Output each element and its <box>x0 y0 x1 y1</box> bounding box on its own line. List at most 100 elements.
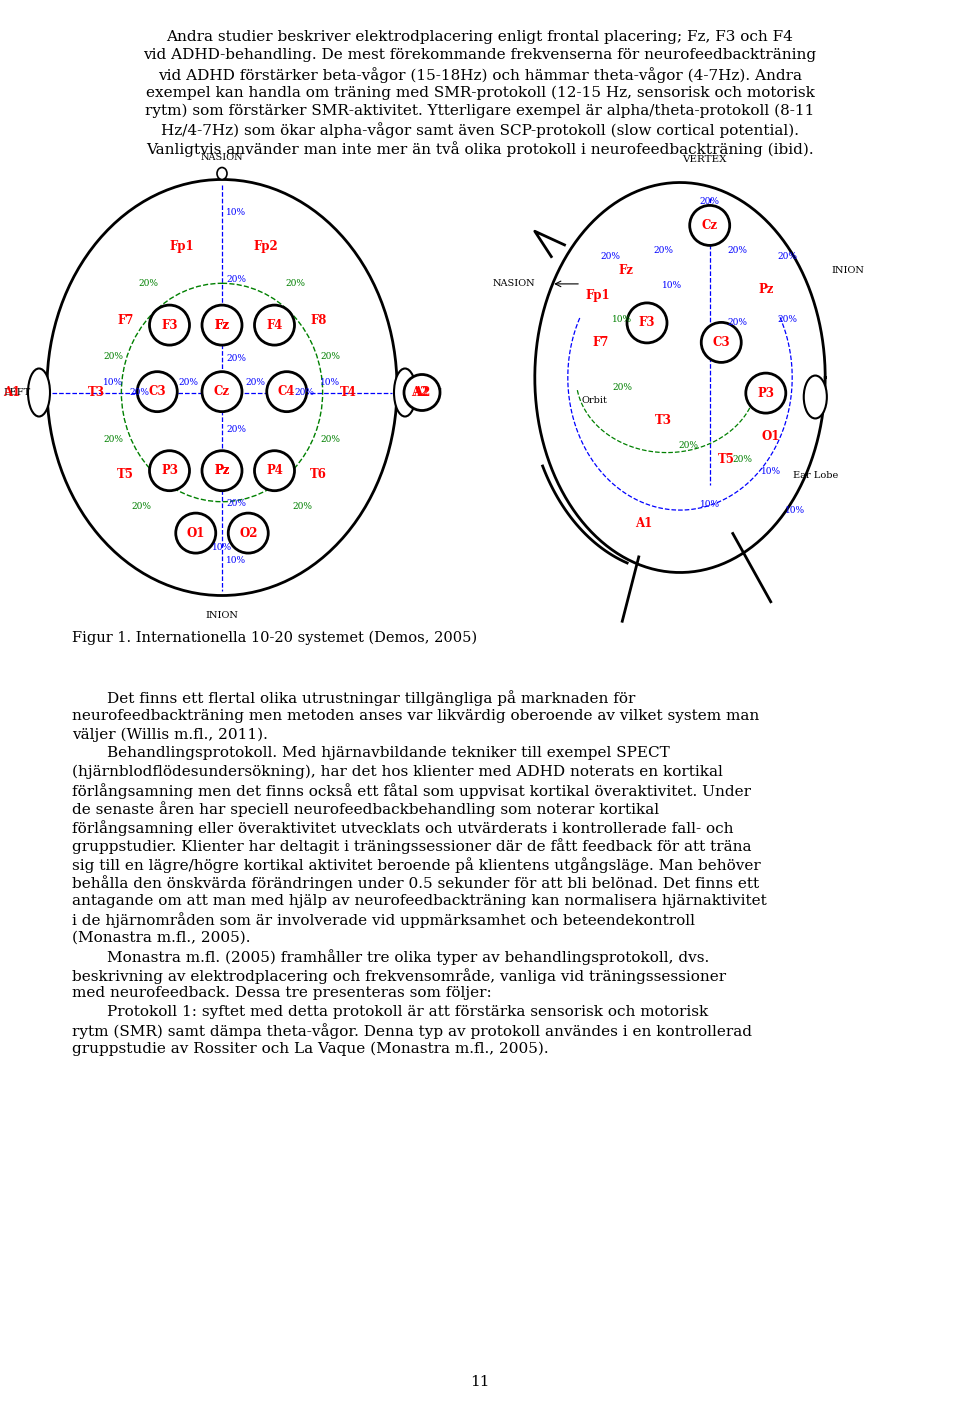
Text: 20%: 20% <box>179 378 199 387</box>
Text: 10%: 10% <box>661 282 682 290</box>
Text: T6: T6 <box>310 468 326 482</box>
Circle shape <box>137 371 178 412</box>
Text: O1: O1 <box>186 527 204 539</box>
Text: 20%: 20% <box>679 441 698 450</box>
Text: Vanligtvis använder man inte mer än två olika protokoll i neurofeedbackträning (: Vanligtvis använder man inte mer än två … <box>146 142 814 157</box>
Text: Cz: Cz <box>702 219 718 233</box>
Text: 20%: 20% <box>612 382 633 392</box>
Text: O1: O1 <box>761 430 780 443</box>
Text: O2: O2 <box>239 527 257 539</box>
Text: Pz: Pz <box>758 283 774 296</box>
Text: vid ADHD-behandling. De mest förekommande frekvenserna för neurofeedbackträning: vid ADHD-behandling. De mest förekommand… <box>143 49 817 63</box>
Text: 20%: 20% <box>130 388 150 396</box>
Text: Fz: Fz <box>215 318 229 332</box>
Circle shape <box>689 206 730 245</box>
Circle shape <box>254 451 295 490</box>
Text: 20%: 20% <box>245 378 265 387</box>
Text: 20%: 20% <box>132 502 152 510</box>
Text: med neurofeedback. Dessa tre presenteras som följer:: med neurofeedback. Dessa tre presenteras… <box>72 986 492 1000</box>
Text: Orbit: Orbit <box>581 396 607 405</box>
Circle shape <box>176 513 216 553</box>
Text: 20%: 20% <box>104 434 124 444</box>
Circle shape <box>254 305 295 345</box>
Text: 20%: 20% <box>226 354 246 363</box>
Text: Fp1: Fp1 <box>586 289 610 303</box>
Text: 20%: 20% <box>654 247 674 255</box>
Ellipse shape <box>394 368 416 416</box>
Text: 10%: 10% <box>700 500 720 509</box>
Text: 20%: 20% <box>293 502 313 510</box>
Circle shape <box>202 371 242 412</box>
Text: A2: A2 <box>414 387 431 399</box>
Text: förlångsamning men det finns också ett fåtal som uppvisat kortikal överaktivitet: förlångsamning men det finns också ett f… <box>72 783 751 799</box>
Text: T3: T3 <box>87 387 105 399</box>
Text: 10%: 10% <box>104 378 124 387</box>
Text: 20%: 20% <box>778 252 797 261</box>
Text: 20%: 20% <box>778 314 797 324</box>
Text: 10%: 10% <box>760 467 780 475</box>
Text: Cz: Cz <box>214 385 230 398</box>
Circle shape <box>150 305 189 345</box>
Text: Ear Lobe: Ear Lobe <box>793 471 838 481</box>
Text: LEFT: LEFT <box>4 388 31 396</box>
Text: 20%: 20% <box>728 318 748 328</box>
Text: (Monastra m.fl., 2005).: (Monastra m.fl., 2005). <box>72 932 251 946</box>
Text: neurofeedbackträning men metoden anses var likvärdig oberoende av vilket system : neurofeedbackträning men metoden anses v… <box>72 709 759 723</box>
Ellipse shape <box>217 168 227 179</box>
Text: Fp1: Fp1 <box>169 240 194 252</box>
Text: Figur 1. Internationella 10-20 systemet (Demos, 2005): Figur 1. Internationella 10-20 systemet … <box>72 630 477 644</box>
Text: Pz: Pz <box>214 464 229 478</box>
Text: A2: A2 <box>411 387 428 399</box>
Text: väljer (Willis m.fl., 2011).: väljer (Willis m.fl., 2011). <box>72 727 268 743</box>
Text: VERTEX: VERTEX <box>683 156 727 164</box>
Circle shape <box>746 373 786 413</box>
Text: 20%: 20% <box>285 279 305 289</box>
Text: 20%: 20% <box>601 252 621 261</box>
Text: F7: F7 <box>592 336 609 349</box>
Text: exempel kan handla om träning med SMR-protokoll (12-15 Hz, sensorisk och motoris: exempel kan handla om träning med SMR-pr… <box>146 85 814 99</box>
Text: Fz: Fz <box>618 263 633 277</box>
Text: Fz: Fz <box>215 318 229 332</box>
Ellipse shape <box>28 368 50 416</box>
Text: 11: 11 <box>470 1374 490 1388</box>
Text: 20%: 20% <box>321 352 341 361</box>
Text: i de hjärnområden som är involverade vid uppmärksamhet och beteendekontroll: i de hjärnområden som är involverade vid… <box>72 912 695 929</box>
Circle shape <box>150 451 189 490</box>
Text: P3: P3 <box>161 464 178 478</box>
Text: F8: F8 <box>310 314 326 328</box>
Text: A1: A1 <box>3 387 20 399</box>
Text: förlångsamning eller överaktivitet utvecklats och utvärderats i kontrollerade fa: förlångsamning eller överaktivitet utvec… <box>72 820 733 836</box>
Text: P4: P4 <box>266 464 283 478</box>
Text: rytm) som förstärker SMR-aktivitet. Ytterligare exempel är alpha/theta-protokoll: rytm) som förstärker SMR-aktivitet. Ytte… <box>145 104 815 119</box>
Text: gruppstudie av Rossiter och La Vaque (Monastra m.fl., 2005).: gruppstudie av Rossiter och La Vaque (Mo… <box>72 1042 548 1056</box>
Text: antagande om att man med hjälp av neurofeedbackträning kan normalisera hjärnakti: antagande om att man med hjälp av neurof… <box>72 894 767 908</box>
Circle shape <box>267 371 307 412</box>
Text: vid ADHD förstärker beta-vågor (15-18Hz) och hämmar theta-vågor (4-7Hz). Andra: vid ADHD förstärker beta-vågor (15-18Hz)… <box>158 67 802 83</box>
Text: gruppstudier. Klienter har deltagit i träningssessioner där de fått feedback för: gruppstudier. Klienter har deltagit i tr… <box>72 839 752 855</box>
Text: INION: INION <box>205 611 238 619</box>
Text: F4: F4 <box>266 318 282 332</box>
Text: 20%: 20% <box>321 434 341 444</box>
Text: Det finns ett flertal olika utrustningar tillgängliga på marknaden för: Det finns ett flertal olika utrustningar… <box>107 691 636 706</box>
Text: F3: F3 <box>638 317 656 329</box>
Text: Hz/4-7Hz) som ökar alpha-vågor samt även SCP-protokoll (slow cortical potential): Hz/4-7Hz) som ökar alpha-vågor samt även… <box>161 122 799 139</box>
Text: sig till en lägre/högre kortikal aktivitet beroende på klientens utgångsläge. Ma: sig till en lägre/högre kortikal aktivit… <box>72 857 760 873</box>
Text: 10%: 10% <box>785 506 805 514</box>
Text: T5: T5 <box>117 468 134 482</box>
Text: behålla den önskvärda förändringen under 0.5 sekunder för att bli belönad. Det f: behålla den önskvärda förändringen under… <box>72 876 759 891</box>
Text: Behandlingsprotokoll. Med hjärnavbildande tekniker till exempel SPECT: Behandlingsprotokoll. Med hjärnavbildand… <box>107 745 670 759</box>
Circle shape <box>701 322 741 363</box>
Text: 10%: 10% <box>212 544 232 552</box>
Text: C3: C3 <box>712 336 730 349</box>
Text: 20%: 20% <box>226 275 246 284</box>
Text: NASION: NASION <box>201 153 243 161</box>
Text: RIGHT: RIGHT <box>408 388 443 396</box>
Text: F7: F7 <box>117 314 134 328</box>
Text: INION: INION <box>831 266 865 275</box>
Text: Andra studier beskriver elektrodplacering enligt frontal placering; Fz, F3 och F: Andra studier beskriver elektrodplacerin… <box>167 29 793 43</box>
Text: 20%: 20% <box>226 425 246 433</box>
Text: Pz: Pz <box>214 464 229 478</box>
Text: de senaste åren har speciell neurofeedbackbehandling som noterar kortikal: de senaste åren har speciell neurofeedba… <box>72 801 660 817</box>
Text: C3: C3 <box>149 385 166 398</box>
Text: T3: T3 <box>655 413 672 427</box>
